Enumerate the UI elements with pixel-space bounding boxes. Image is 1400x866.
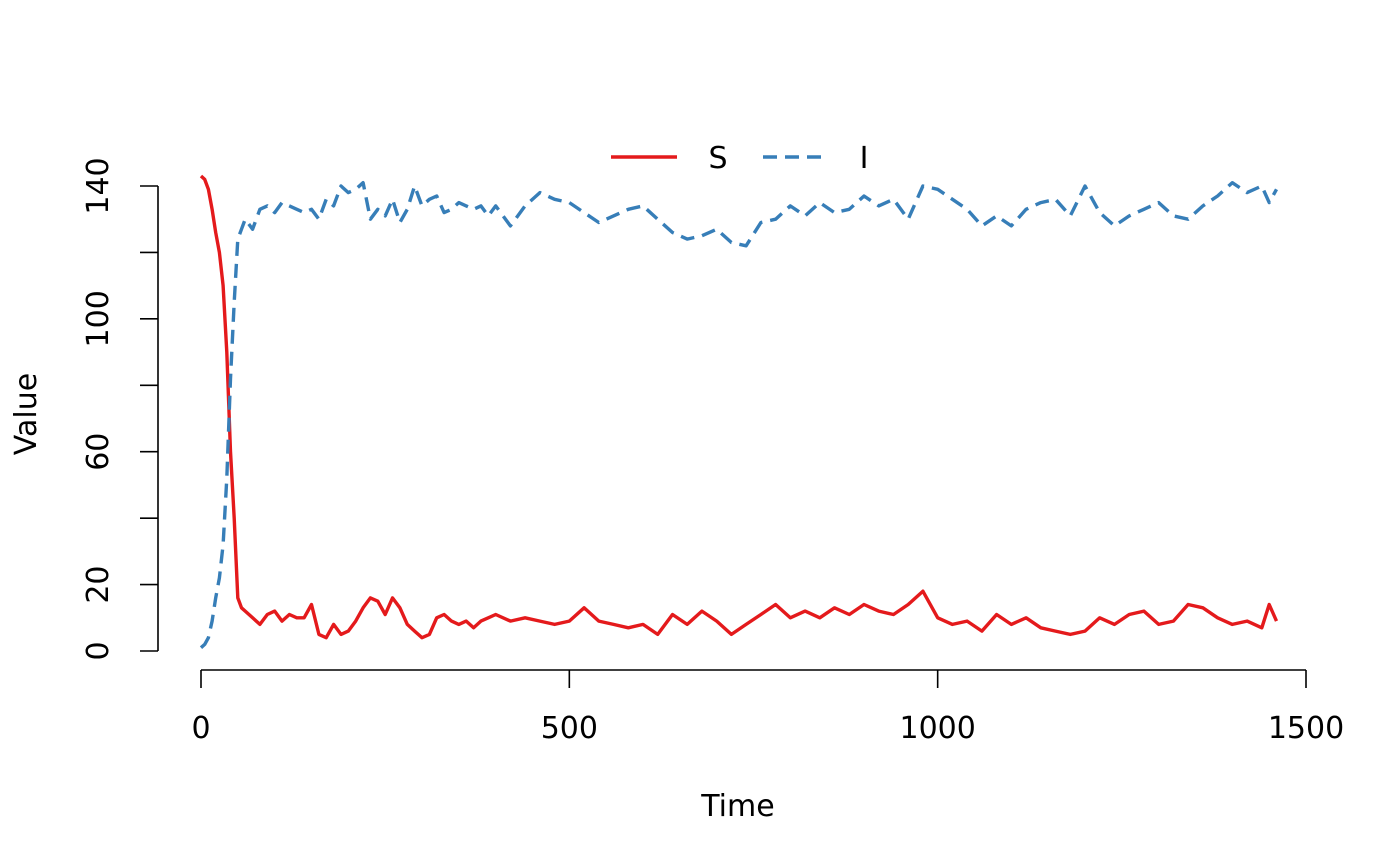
y-ticks: 0 20 60 100 140 xyxy=(81,157,158,661)
x-ticks: 0 500 1000 1500 xyxy=(191,670,1344,746)
x-tick-label: 500 xyxy=(541,711,598,746)
y-tick-label: 0 xyxy=(81,641,116,660)
legend-label-s: S xyxy=(708,141,727,176)
series-line-i xyxy=(199,180,1278,649)
x-tick-label: 1000 xyxy=(899,711,975,746)
y-tick-label: 20 xyxy=(81,565,116,603)
series-layer xyxy=(199,174,1279,649)
legend: S I xyxy=(611,141,868,176)
x-tick-label: 0 xyxy=(191,711,210,746)
x-tick-label: 1500 xyxy=(1268,711,1344,746)
y-tick-label: 140 xyxy=(81,157,116,214)
x-axis-label: Time xyxy=(700,789,774,824)
series-line-s xyxy=(199,174,1279,640)
legend-label-i: I xyxy=(860,141,869,176)
y-axis-label: Value xyxy=(9,373,44,455)
y-tick-label: 60 xyxy=(81,433,116,471)
axes-layer xyxy=(157,186,1306,671)
y-tick-label: 100 xyxy=(81,290,116,347)
